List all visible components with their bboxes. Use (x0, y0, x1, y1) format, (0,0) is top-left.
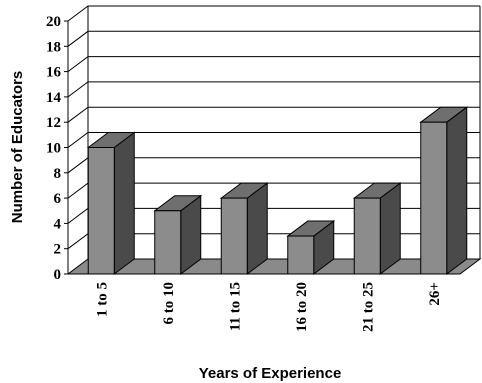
gridline (67, 81, 480, 98)
bar (419, 106, 469, 275)
y-tick-label: 8 (54, 166, 62, 182)
bar-side (246, 182, 268, 275)
x-tick-labels: 1 to 5 6 to 10 11 to 15 16 to 20 21 to 25 26+ (94, 282, 443, 332)
y-tick-label: 10 (46, 141, 61, 157)
x-tick-label: 21 to 25 (360, 282, 376, 332)
x-tick-label: 1 to 5 (94, 282, 110, 317)
bar (286, 220, 336, 275)
y-tick-label: 16 (46, 65, 62, 81)
bar-front (154, 210, 182, 275)
x-axis-title: Years of Experience (199, 365, 342, 382)
y-tick-label: 20 (46, 14, 61, 30)
bar (86, 131, 136, 275)
bar-front (420, 121, 448, 275)
bar-front (353, 197, 381, 275)
x-tick-label: 16 to 20 (294, 282, 310, 332)
y-tick-label: 14 (46, 90, 62, 106)
y-tick-label: 4 (54, 216, 62, 232)
gridline (67, 106, 480, 123)
gridlines (67, 5, 480, 250)
y-tick-label: 2 (54, 242, 62, 258)
bar-side (113, 131, 135, 275)
bar (153, 194, 203, 275)
y-tick-label: 0 (54, 267, 62, 283)
gridline (67, 5, 480, 22)
bar (352, 182, 402, 275)
bar-side (446, 106, 468, 275)
y-tick-label: 18 (46, 39, 61, 55)
bar-front (220, 197, 248, 275)
gridline (67, 30, 480, 47)
bar-side (379, 182, 401, 275)
y-tick-label: 6 (54, 191, 62, 207)
y-axis: 0 2 4 6 8 10 12 14 16 18 20 (46, 14, 69, 283)
gridline (67, 56, 480, 72)
bar-front (287, 235, 315, 275)
x-tick-label: 6 to 10 (161, 282, 177, 325)
bars (86, 106, 469, 275)
bar-front (87, 147, 115, 275)
x-tick-label: 26+ (427, 282, 443, 306)
y-axis-title: Number of Educators (9, 71, 26, 224)
y-tick-label: 12 (46, 115, 61, 131)
x-tick-label: 11 to 15 (227, 282, 243, 331)
bar (219, 182, 269, 275)
gridline (67, 132, 480, 148)
